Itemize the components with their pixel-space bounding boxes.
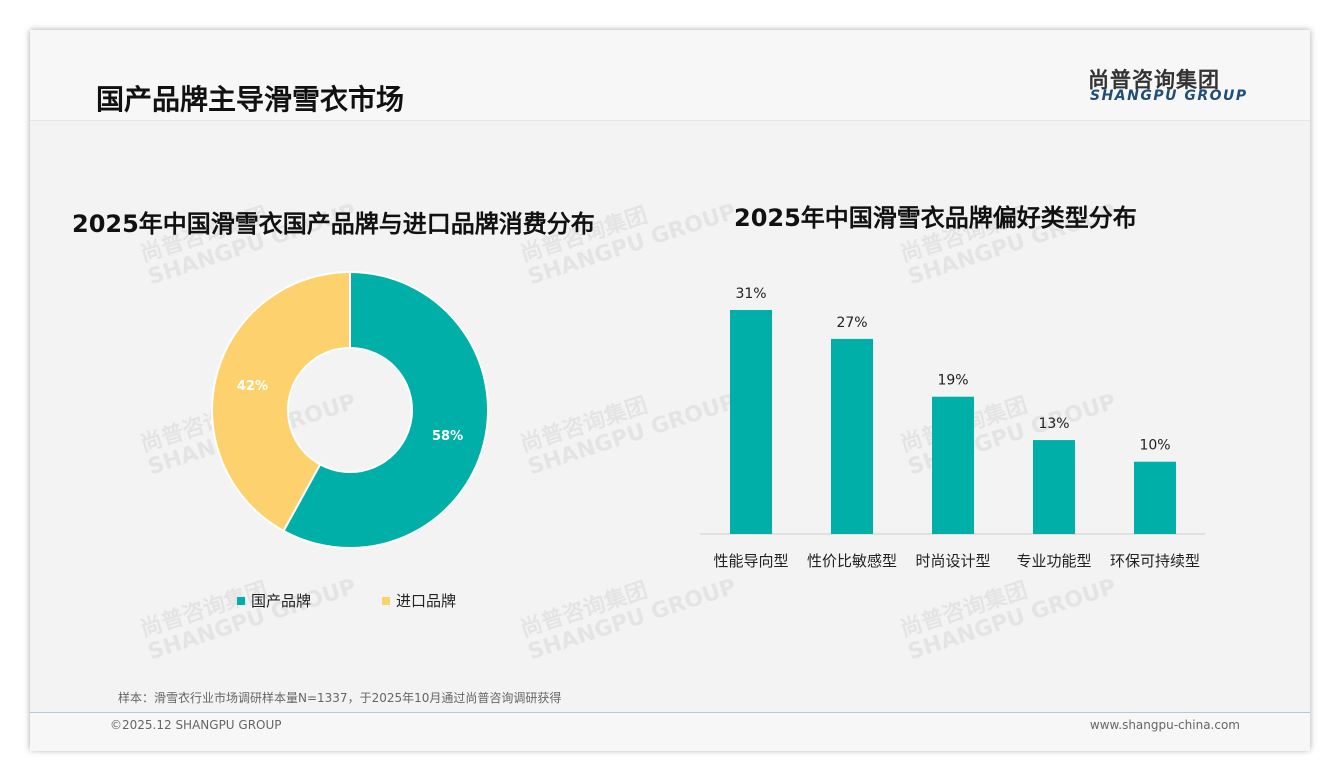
bar-value-label: 27%: [836, 315, 867, 331]
page-title: 国产品牌主导滑雪衣市场: [96, 83, 405, 116]
bar-chart-title: 2025年中国滑雪衣品牌偏好类型分布: [734, 204, 1137, 232]
footer: ©2025.12 SHANGPU GROUP www.shangpu-china…: [30, 712, 1310, 751]
bar: [831, 338, 873, 534]
copyright: ©2025.12 SHANGPU GROUP: [110, 718, 282, 732]
bar-value-label: 13%: [1038, 416, 1069, 432]
slice-label: 58%: [432, 429, 463, 444]
bar-value-label: 19%: [937, 373, 968, 389]
legend-item-domestic: 国产品牌: [237, 590, 311, 611]
donut-chart-title: 2025年中国滑雪衣国产品牌与进口品牌消费分布: [72, 210, 595, 238]
bar: [1033, 440, 1075, 534]
x-tick-label: 性价比敏感型: [807, 552, 897, 570]
logo-text-cn: 尚普咨询集团: [1088, 68, 1220, 92]
donut-slice: [282, 270, 489, 549]
slice-label: 42%: [237, 379, 268, 394]
x-tick-label: 环保可持续型: [1110, 552, 1200, 570]
bar: [932, 396, 974, 534]
website-link[interactable]: www.shangpu-china.com: [1089, 718, 1240, 732]
donut-chart: 58% 42%: [211, 270, 489, 549]
legend-label: 国产品牌: [251, 592, 312, 610]
sample-note: 样本：滑雪衣行业市场调研样本量N=1337，于2025年10月通过尚普咨询调研获…: [118, 691, 562, 705]
legend-swatch: [382, 596, 390, 605]
x-tick-label: 性能导向型: [713, 552, 788, 570]
legend-swatch: [237, 596, 245, 605]
bar: [1134, 461, 1176, 534]
bar-value-label: 31%: [735, 286, 766, 302]
logo-text-en: SHANGPU GROUP: [1090, 88, 1248, 104]
legend-item-import: 进口品牌: [382, 590, 456, 611]
bar: [730, 310, 772, 534]
header: 国产品牌主导滑雪衣市场 尚普咨询集团 SHANGPU GROUP: [30, 30, 1310, 121]
x-tick-label: 专业功能型: [1016, 552, 1091, 570]
donut-slice: [211, 270, 351, 533]
bar-chart: 31% 性能导向型 27% 性价比敏感型 19% 时尚设计型 13% 专业功能型 10% 环保可持…: [700, 286, 1205, 570]
x-tick-label: 时尚设计型: [915, 552, 990, 570]
bar-value-label: 10%: [1139, 438, 1170, 454]
legend-label: 进口品牌: [396, 592, 457, 610]
charts-canvas: 58% 42% 31% 性能导向型 27% 性价比敏感型 19% 时尚设计型 13% 专业功能型…: [211, 270, 1205, 570]
slide: 国产品牌主导滑雪衣市场 尚普咨询集团 SHANGPU GROUP 尚普咨询集团 S…: [30, 30, 1310, 751]
